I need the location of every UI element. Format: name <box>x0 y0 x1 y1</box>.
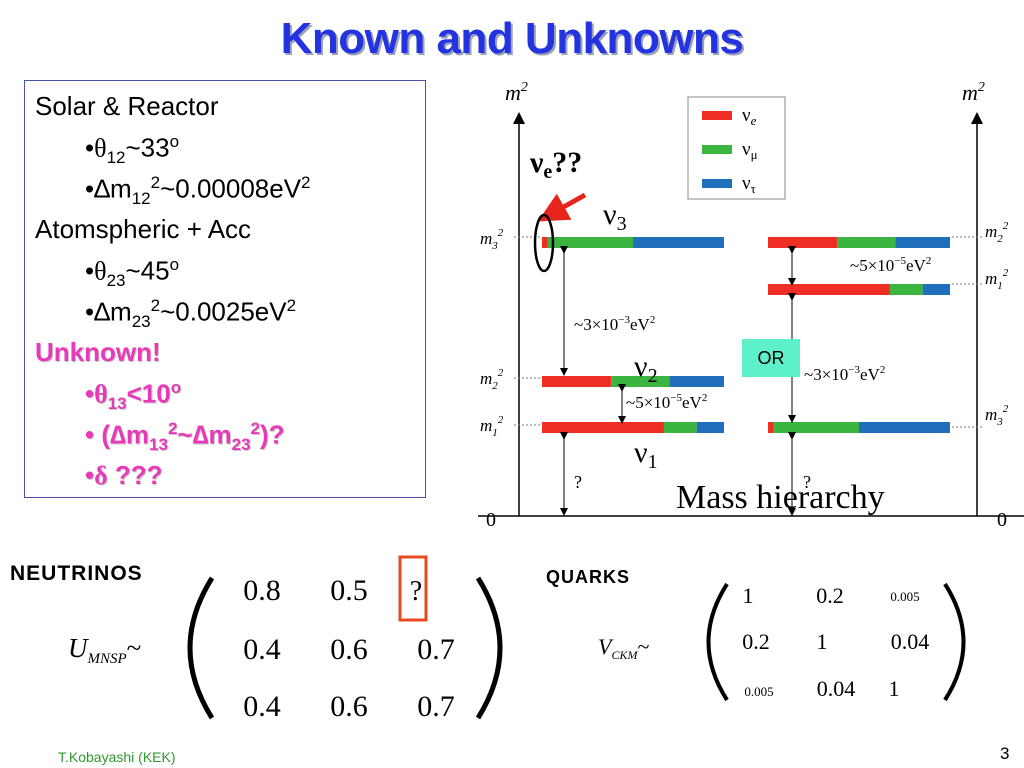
left-label-m1: m12 <box>480 414 504 439</box>
flavor-segment-nue <box>768 284 890 295</box>
nu-e-highlight-ellipse <box>533 213 555 273</box>
ckm-left-paren <box>706 582 729 702</box>
ckm-cell: 1 <box>743 583 754 608</box>
mnsp-left-paren <box>187 576 215 720</box>
footer-author: T.Kobayashi (KEK) <box>58 749 176 765</box>
mnsp-right-paren <box>475 576 503 720</box>
right-zero: 0 <box>997 509 1007 531</box>
unknown-highlight-box <box>398 555 428 622</box>
flavor-segment-numu <box>837 237 896 248</box>
flavor-segment-nutau <box>633 237 724 248</box>
flavor-segment-nutau <box>895 237 950 248</box>
legend-label-numu: νμ <box>742 139 758 162</box>
or-box <box>742 339 800 377</box>
left-small-gap-label: ~5×10−5eV2 <box>626 392 707 412</box>
mnsp-cell: 0.8 <box>243 574 281 607</box>
flavor-segment-nutau <box>859 422 950 433</box>
parameters-box: Solar & Reactor •θ12~33o •∆m122~0.00008e… <box>24 80 426 498</box>
mnsp-cell: 0.4 <box>243 633 281 666</box>
page-number: 3 <box>1000 744 1010 763</box>
nu2-label: ν2 <box>634 350 658 387</box>
bar-left-nu3 <box>542 237 724 248</box>
legend-label-nutau: ντ <box>742 173 756 196</box>
flavor-segment-nutau <box>669 376 724 387</box>
flavor-segment-nutau <box>696 422 724 433</box>
flavor-segment-numu <box>663 422 697 433</box>
flavor-segment-nutau <box>922 284 950 295</box>
bar-right-mid <box>768 284 950 295</box>
flavor-segment-numu <box>611 376 670 387</box>
dm12-line: •∆m122~0.00008eV2 <box>85 173 311 208</box>
flavor-segment-nue <box>542 237 548 248</box>
left-label-m2: m22 <box>480 367 504 392</box>
left-zero-question: ? <box>574 472 582 492</box>
legend-swatch-numu <box>702 145 732 154</box>
ckm-cell: 0.04 <box>817 676 856 701</box>
unknown-heading: Unknown! <box>35 337 161 367</box>
bar-right-top <box>768 237 950 248</box>
legend-label-nue: νe <box>742 105 757 128</box>
right-label-m3: m32 <box>985 403 1009 428</box>
delta-line: •δ ??? <box>85 460 163 490</box>
legend-swatch-nutau <box>702 179 732 188</box>
mnsp-cell: 0.5 <box>330 574 368 607</box>
theta12-line: •θ12~33o <box>85 132 180 167</box>
ckm-right-paren <box>943 582 966 702</box>
bar-left-nu1 <box>542 422 724 433</box>
right-axis-label: m2 <box>962 80 985 105</box>
ckm-cell: 0.005 <box>890 589 919 604</box>
flavor-segment-numu <box>889 284 923 295</box>
ckm-cell: 0.2 <box>742 629 770 654</box>
mnsp-cell-unknown: ? <box>410 576 422 607</box>
theta13-line: •θ13<10o <box>85 378 182 413</box>
ckm-cell: 0.04 <box>891 629 930 654</box>
flavor-segment-nue <box>768 237 838 248</box>
ckm-symbol: VCKM~ <box>598 634 649 662</box>
slide-title: Known and Unknowns <box>280 14 744 63</box>
theta23-line: •θ23~45o <box>85 255 180 290</box>
flavor-segment-nue <box>542 422 664 433</box>
flavor-segment-numu <box>773 422 859 433</box>
bar-right-bottom <box>768 422 950 433</box>
mnsp-cell: 0.7 <box>417 690 455 723</box>
mnsp-cell: 0.6 <box>330 690 368 723</box>
mnsp-cell: 0.7 <box>417 633 455 666</box>
mass-hierarchy-label: Mass hierarchy <box>676 479 885 516</box>
right-label-m1: m12 <box>985 267 1009 292</box>
right-label-m2: m22 <box>985 220 1009 245</box>
mnsp-symbol: UMNSP~ <box>68 633 141 667</box>
dm23-line: •∆m232~0.0025eV2 <box>85 296 297 331</box>
left-axis-label: m2 <box>505 80 528 105</box>
nu-e-question-label: νe?? <box>529 146 582 183</box>
flavor-segment-nue <box>542 376 612 387</box>
right-zero-question: ? <box>803 472 811 492</box>
ckm-cell: 0.2 <box>816 583 844 608</box>
ckm-cell: 1 <box>817 629 828 654</box>
nu1-label: ν1 <box>634 436 658 473</box>
solar-heading: Solar & Reactor <box>35 91 219 121</box>
neutrinos-heading: NEUTRINOS <box>10 562 143 585</box>
ckm-cell: 1 <box>889 676 900 701</box>
right-small-gap-label: ~5×10−5eV2 <box>850 255 931 275</box>
bar-left-nu2 <box>542 376 724 387</box>
right-big-gap-label: ~3×10−3eV2 <box>804 364 885 384</box>
mnsp-cell: 0.6 <box>330 633 368 666</box>
or-label: OR <box>758 348 785 368</box>
left-zero: 0 <box>486 509 496 531</box>
nu3-label: ν3 <box>603 198 627 235</box>
atmospheric-heading: Atomspheric + Acc <box>35 214 252 244</box>
quarks-heading: QUARKS <box>546 567 630 587</box>
mnsp-cell: 0.4 <box>243 690 281 723</box>
left-big-gap-label: ~3×10−3eV2 <box>574 314 655 334</box>
left-label-m3: m32 <box>480 227 504 252</box>
flavor-segment-numu <box>547 237 633 248</box>
legend-swatch-nue <box>702 111 732 120</box>
flavor-segment-nue <box>768 422 774 433</box>
ckm-cell: 0.005 <box>744 684 773 699</box>
dm13-line: • (∆m132~∆m232)? <box>85 419 285 454</box>
red-pointer-arrow <box>537 192 587 222</box>
